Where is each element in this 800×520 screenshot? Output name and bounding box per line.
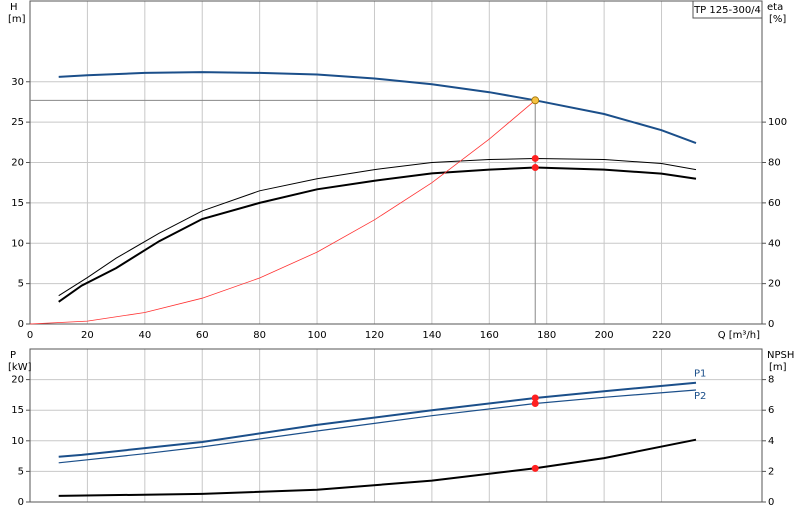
plot-frame (29, 348, 763, 503)
y-axis-unit: [kW] (8, 362, 32, 373)
y-axis-label: P (10, 350, 16, 361)
y-tick-label: 5 (18, 279, 24, 290)
x-tick-label: 20 (81, 330, 94, 341)
x-tick-label: 0 (27, 330, 33, 341)
x-tick-label: 180 (537, 330, 556, 341)
x-tick-label: 120 (365, 330, 384, 341)
y2-tick-label: 20 (768, 279, 781, 290)
duty-point (531, 399, 539, 407)
curve (58, 157, 697, 297)
y2-tick-label: 0 (768, 497, 774, 508)
curve (58, 389, 697, 464)
x-tick-label: 80 (253, 330, 266, 341)
y-tick-label: 15 (11, 198, 24, 209)
y-axis-unit: [m] (8, 14, 26, 25)
y2-tick-label: 80 (768, 158, 781, 169)
series-label: P1 (694, 369, 706, 380)
y2-tick-label: 100 (768, 117, 787, 128)
x-tick-label: 160 (480, 330, 499, 341)
y-tick-label: 0 (18, 497, 24, 508)
x-tick-label: 40 (138, 330, 151, 341)
y-tick-label: 5 (18, 466, 24, 477)
y2-tick-label: 4 (768, 436, 774, 447)
y2-tick-label: 6 (768, 405, 774, 416)
curve (58, 166, 697, 303)
duty-point (531, 154, 539, 162)
x-tick-label: 100 (308, 330, 327, 341)
duty-point (531, 96, 540, 105)
x-tick-label: 220 (652, 330, 671, 341)
x-tick-label: 200 (595, 330, 614, 341)
y-tick-label: 15 (11, 405, 24, 416)
chart-title: TP 125-300/4 (693, 5, 761, 16)
y-tick-label: 20 (11, 158, 24, 169)
y-tick-label: 10 (11, 238, 24, 249)
y-tick-label: 30 (11, 77, 24, 88)
y2-tick-label: 2 (768, 466, 774, 477)
curve (29, 99, 536, 325)
y2-axis-label: NPSH (767, 350, 794, 361)
series-label: P2 (694, 391, 706, 402)
y-tick-label: 20 (11, 375, 24, 386)
y-axis-label: H (10, 2, 18, 13)
y2-tick-label: 40 (768, 238, 781, 249)
y2-tick-label: 8 (768, 375, 774, 386)
y2-axis-unit: [%] (769, 14, 786, 25)
y2-tick-label: 60 (768, 198, 781, 209)
x-tick-label: 60 (196, 330, 209, 341)
title-box (692, 0, 763, 19)
curve (58, 438, 697, 497)
duty-point (531, 464, 539, 472)
curve (58, 71, 697, 145)
y2-axis-unit: [m] (769, 362, 787, 373)
curve (58, 381, 697, 458)
y2-tick-label: 0 (768, 319, 774, 330)
duty-point (531, 394, 539, 402)
y-tick-label: 25 (11, 117, 24, 128)
y-tick-label: 10 (11, 436, 24, 447)
y-tick-label: 0 (18, 319, 24, 330)
x-tick-label: 140 (422, 330, 441, 341)
y2-axis-label: eta (767, 2, 783, 13)
x-axis-label: Q [m³/h] (718, 330, 760, 341)
duty-point (531, 164, 539, 172)
